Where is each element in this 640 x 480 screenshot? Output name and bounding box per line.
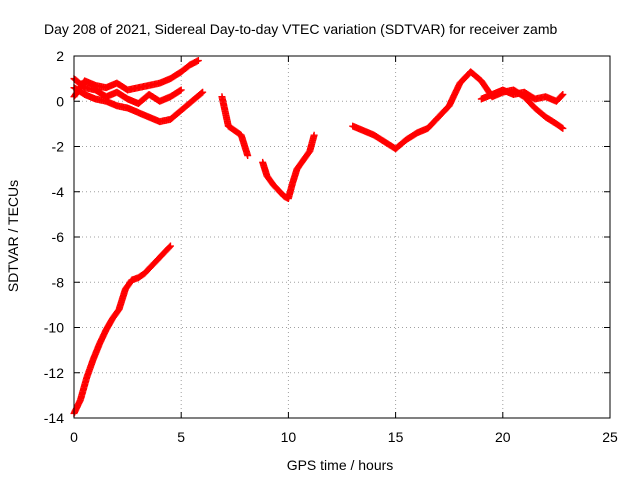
y-tick-label: -2 xyxy=(52,139,65,155)
x-tick-label: 10 xyxy=(281,429,297,445)
y-tick-label: -4 xyxy=(52,184,65,200)
data-point xyxy=(559,90,567,98)
data-point xyxy=(244,152,252,160)
axis-ticks xyxy=(73,55,611,419)
x-tick-label: 20 xyxy=(495,429,511,445)
x-tick-label: 0 xyxy=(70,429,78,445)
data-points xyxy=(70,57,567,417)
series-arc-evening xyxy=(477,86,567,105)
tick-labels: 0 5 10 15 20 25 -14 -12 -10 -8 -6 -4 -2 0 2 xyxy=(44,48,618,445)
x-tick-label: 25 xyxy=(602,429,618,445)
data-point xyxy=(559,124,567,132)
x-tick-label: 5 xyxy=(177,429,185,445)
y-tick-label: -6 xyxy=(52,229,65,245)
x-tick-label: 15 xyxy=(388,429,404,445)
series-arc-dip-two xyxy=(259,131,318,203)
chart-title: Day 208 of 2021, Sidereal Day-to-day VTE… xyxy=(44,21,557,37)
data-point xyxy=(194,57,202,65)
series-arc-early-falling xyxy=(70,84,207,126)
series-arc-afternoon xyxy=(349,68,567,153)
y-tick-label: -10 xyxy=(44,320,64,336)
series-arc-low-rising xyxy=(70,242,174,417)
data-point xyxy=(198,89,206,97)
data-point xyxy=(558,124,566,132)
data-point xyxy=(310,131,318,139)
data-point xyxy=(199,88,207,96)
y-tick-label: -12 xyxy=(44,365,64,381)
y-tick-label: 2 xyxy=(56,48,64,64)
y-tick-label: -14 xyxy=(44,410,64,426)
y-axis-label: SDTVAR / TECUs xyxy=(5,180,21,292)
data-point xyxy=(166,242,174,250)
y-tick-label: -8 xyxy=(52,274,65,290)
series-arc-early-mid xyxy=(70,75,185,108)
grid-lines xyxy=(74,56,610,418)
y-tick-label: 0 xyxy=(56,93,64,109)
data-point xyxy=(558,91,566,99)
data-point xyxy=(177,86,185,94)
x-axis-label: GPS time / hours xyxy=(287,457,394,473)
data-point xyxy=(166,243,174,251)
series-arc-dip-one xyxy=(218,93,252,160)
